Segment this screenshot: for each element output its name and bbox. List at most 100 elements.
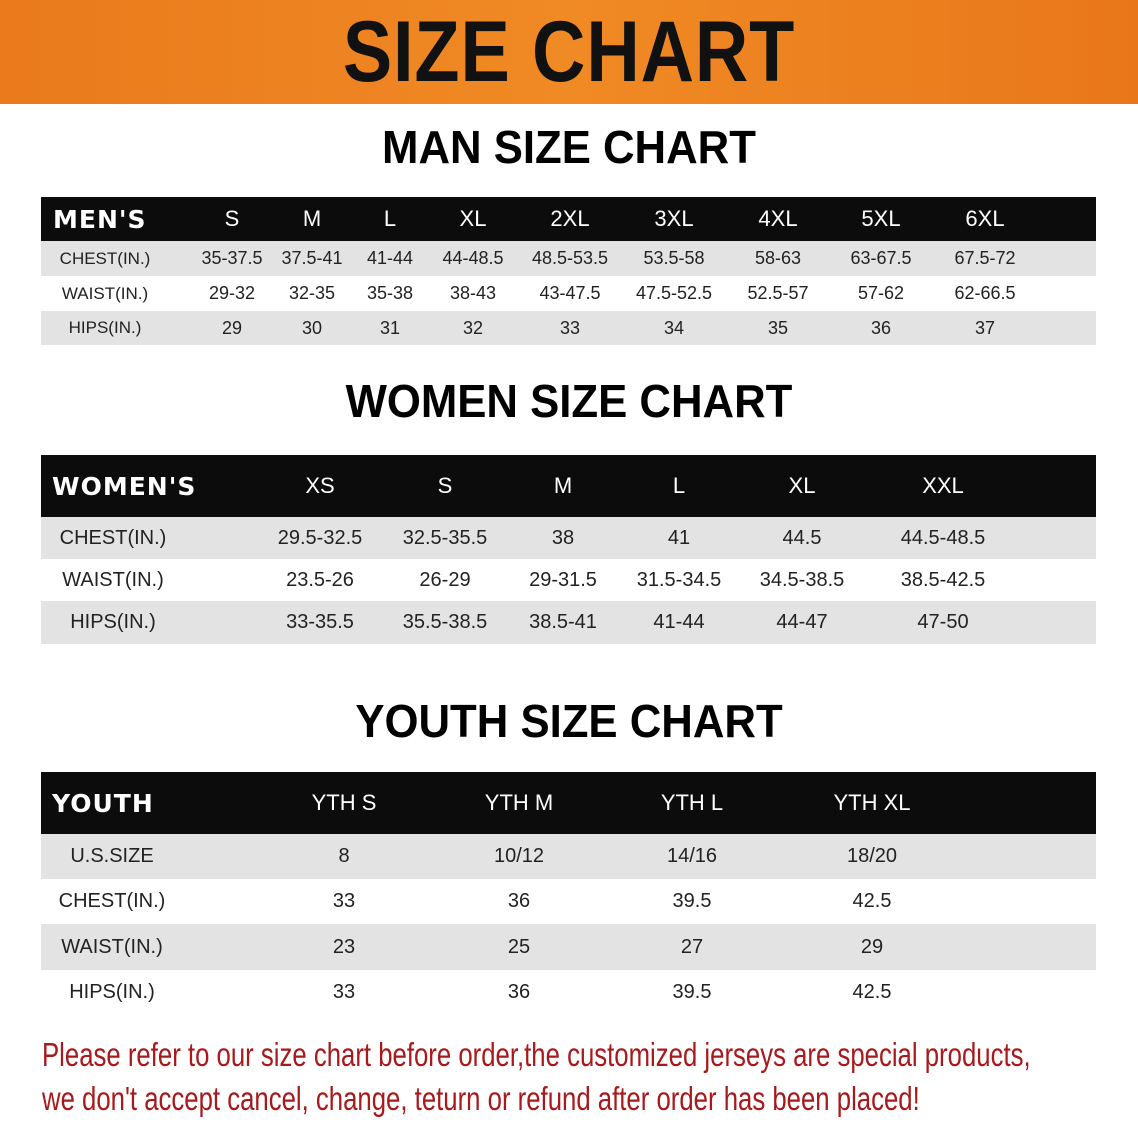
table-cell: 36 <box>870 317 892 338</box>
table-row: WAIST(IN.) 29-32 32-35 35-38 38-43 43-47.5 47.… <box>41 276 1096 311</box>
table-header-row: MEN'S S M L XL 2XL 3XL 4XL 5XL 6XL <box>41 197 1096 241</box>
table-row: WAIST(IN.) 23 25 27 29 <box>41 924 1096 970</box>
table-cell: 26-29 <box>419 568 471 591</box>
table-cell: 32.5-35.5 <box>402 526 488 549</box>
size-header-cell: S <box>224 206 240 231</box>
table-cell: 44.5 <box>782 526 822 549</box>
table-cell: 43-47.5 <box>539 283 601 303</box>
size-header-cell: 6XL <box>965 206 1005 231</box>
size-header-cell: XS <box>305 473 335 498</box>
table-cell: 23 <box>332 935 356 958</box>
table-cell: 29 <box>860 935 884 958</box>
women-section-title: WOMEN SIZE CHART <box>345 375 793 427</box>
table-cell: 31.5-34.5 <box>636 568 722 591</box>
title-banner: SIZE CHART <box>0 0 1138 104</box>
size-header-cell: M <box>302 206 322 231</box>
size-header-cell: 5XL <box>861 206 901 231</box>
table-cell: 33 <box>332 890 356 912</box>
table-cell: 44.5-48.5 <box>900 526 986 549</box>
table-cell: 36 <box>507 981 531 1003</box>
table-cell: 37.5-41 <box>281 248 343 268</box>
table-title-cell: MEN'S <box>53 204 147 234</box>
table-cell: 35 <box>767 317 789 338</box>
size-header-cell: XL <box>788 473 816 498</box>
table-cell: 34.5-38.5 <box>759 568 845 591</box>
size-header-cell: YTH L <box>660 790 724 815</box>
table-cell: 38-43 <box>449 283 497 303</box>
table-cell: 47-50 <box>917 611 969 633</box>
notice-line-2: we don't accept cancel, change, teturn o… <box>42 1080 920 1117</box>
table-cell: 58-63 <box>754 248 802 268</box>
size-header-cell: XL <box>459 206 487 231</box>
measurement-label: WAIST(IN.) <box>61 935 163 958</box>
table-row: HIPS(IN.) 33-35.5 35.5-38.5 38.5-41 41-44 44-… <box>41 601 1096 644</box>
table-cell: 10/12 <box>493 845 545 867</box>
table-cell: 33 <box>332 981 356 1003</box>
size-header-cell: 3XL <box>654 206 694 231</box>
size-header-cell: L <box>383 206 397 231</box>
table-cell: 52.5-57 <box>747 283 809 303</box>
table-row: HIPS(IN.) 29 30 31 32 33 34 35 36 37 <box>41 311 1096 345</box>
men-size-table: MEN'S S M L XL 2XL 3XL 4XL 5XL 6XL CHEST(IN.) 35-37… <box>41 197 1096 345</box>
table-cell: 29-31.5 <box>529 568 597 591</box>
table-row: CHEST(IN.) 35-37.5 37.5-41 41-44 44-48.5 48.5… <box>41 241 1096 276</box>
table-cell: 39.5 <box>672 890 712 912</box>
measurement-label: CHEST(IN.) <box>58 890 166 912</box>
table-cell: 32 <box>462 317 484 338</box>
table-cell: 32-35 <box>288 283 336 303</box>
table-cell: 41-44 <box>366 248 414 268</box>
table-cell: 38.5-41 <box>529 611 597 633</box>
men-section-title: MAN SIZE CHART <box>382 121 756 173</box>
table-cell: 25 <box>507 935 531 958</box>
youth-size-table: YOUTH YTH S YTH M YTH L YTH XL U.S.SIZE 8 10/12… <box>41 772 1096 1015</box>
table-header-row: WOMEN'S XS S M L XL XXL <box>41 455 1096 517</box>
measurement-label: WAIST(IN.) <box>61 283 149 303</box>
measurement-label: WAIST(IN.) <box>62 568 164 591</box>
table-cell: 29-32 <box>208 283 256 303</box>
table-cell: 14/16 <box>666 845 718 867</box>
table-cell: 37 <box>974 317 996 338</box>
table-cell: 27 <box>680 935 704 958</box>
page-title: SIZE CHART <box>342 4 796 100</box>
table-cell: 38.5-42.5 <box>900 568 986 591</box>
table-cell: 29 <box>221 317 243 338</box>
notice-line-1: Please refer to our size chart before or… <box>42 1036 1031 1073</box>
table-cell: 36 <box>507 890 531 912</box>
table-cell: 38 <box>551 526 575 549</box>
table-cell: 39.5 <box>672 981 712 1003</box>
table-cell: 63-67.5 <box>850 248 912 268</box>
table-row: CHEST(IN.) 29.5-32.5 32.5-35.5 38 41 44.5 44.5… <box>41 517 1096 559</box>
table-row: HIPS(IN.) 33 36 39.5 42.5 <box>41 970 1096 1015</box>
table-cell: 31 <box>379 317 401 338</box>
table-cell: 53.5-58 <box>643 248 705 268</box>
table-cell: 48.5-53.5 <box>531 248 609 268</box>
measurement-label: HIPS(IN.) <box>69 981 155 1003</box>
table-cell: 57-62 <box>857 283 905 303</box>
measurement-label: CHEST(IN.) <box>59 248 151 268</box>
table-row: CHEST(IN.) 33 36 39.5 42.5 <box>41 879 1096 924</box>
table-title-cell: YOUTH <box>52 788 154 818</box>
table-cell: 29.5-32.5 <box>277 526 363 549</box>
table-cell: 30 <box>301 317 323 338</box>
size-header-cell: M <box>553 473 573 498</box>
size-header-cell: L <box>672 473 686 498</box>
table-header-row: YOUTH YTH S YTH M YTH L YTH XL <box>41 772 1096 834</box>
table-cell: 41 <box>667 526 691 549</box>
table-title-cell: WOMEN'S <box>52 471 197 501</box>
women-size-table: WOMEN'S XS S M L XL XXL CHEST(IN.) 29.5-32.5 32.5… <box>41 455 1096 644</box>
youth-section-title: YOUTH SIZE CHART <box>355 695 783 747</box>
table-cell: 35.5-38.5 <box>402 611 488 633</box>
table-cell: 67.5-72 <box>954 248 1016 268</box>
table-cell: 35-37.5 <box>201 248 263 268</box>
table-cell: 62-66.5 <box>954 283 1016 303</box>
table-cell: 33 <box>559 317 581 338</box>
size-header-cell: YTH M <box>484 790 554 815</box>
table-cell: 33-35.5 <box>286 611 354 633</box>
table-cell: 47.5-52.5 <box>635 283 713 303</box>
size-header-cell: 4XL <box>758 206 798 231</box>
size-header-cell: YTH S <box>311 790 377 815</box>
table-cell: 18/20 <box>846 845 898 867</box>
size-header-cell: YTH XL <box>833 790 911 815</box>
table-row: WAIST(IN.) 23.5-26 26-29 29-31.5 31.5-34.5 34… <box>41 559 1096 601</box>
table-cell: 44-47 <box>776 611 828 633</box>
